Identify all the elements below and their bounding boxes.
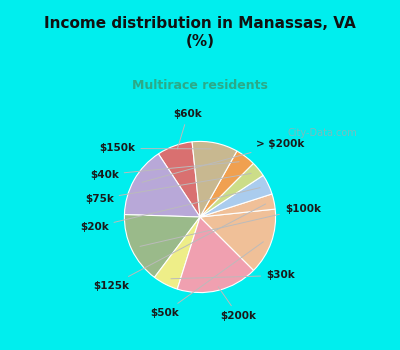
- Text: $60k: $60k: [174, 109, 202, 149]
- Text: $100k: $100k: [140, 204, 321, 246]
- Wedge shape: [200, 151, 253, 217]
- Wedge shape: [158, 142, 200, 217]
- Wedge shape: [200, 163, 263, 217]
- Text: Income distribution in Manassas, VA
(%): Income distribution in Manassas, VA (%): [44, 16, 356, 49]
- Wedge shape: [200, 175, 272, 217]
- Text: $40k: $40k: [90, 162, 239, 180]
- Text: $200k: $200k: [218, 287, 256, 321]
- Text: $20k: $20k: [80, 188, 260, 232]
- Text: City-Data.com: City-Data.com: [288, 128, 358, 138]
- Text: $30k: $30k: [171, 271, 295, 280]
- Text: $50k: $50k: [150, 242, 263, 318]
- Wedge shape: [200, 194, 275, 217]
- Text: > $200k: > $200k: [142, 139, 305, 182]
- Wedge shape: [192, 141, 237, 217]
- Text: $125k: $125k: [93, 204, 266, 290]
- Text: $75k: $75k: [85, 174, 251, 204]
- Wedge shape: [200, 209, 276, 270]
- Text: $150k: $150k: [99, 144, 211, 153]
- Text: Multirace residents: Multirace residents: [132, 79, 268, 92]
- Wedge shape: [124, 215, 200, 277]
- Wedge shape: [124, 154, 200, 217]
- Wedge shape: [154, 217, 200, 289]
- Wedge shape: [177, 217, 254, 293]
